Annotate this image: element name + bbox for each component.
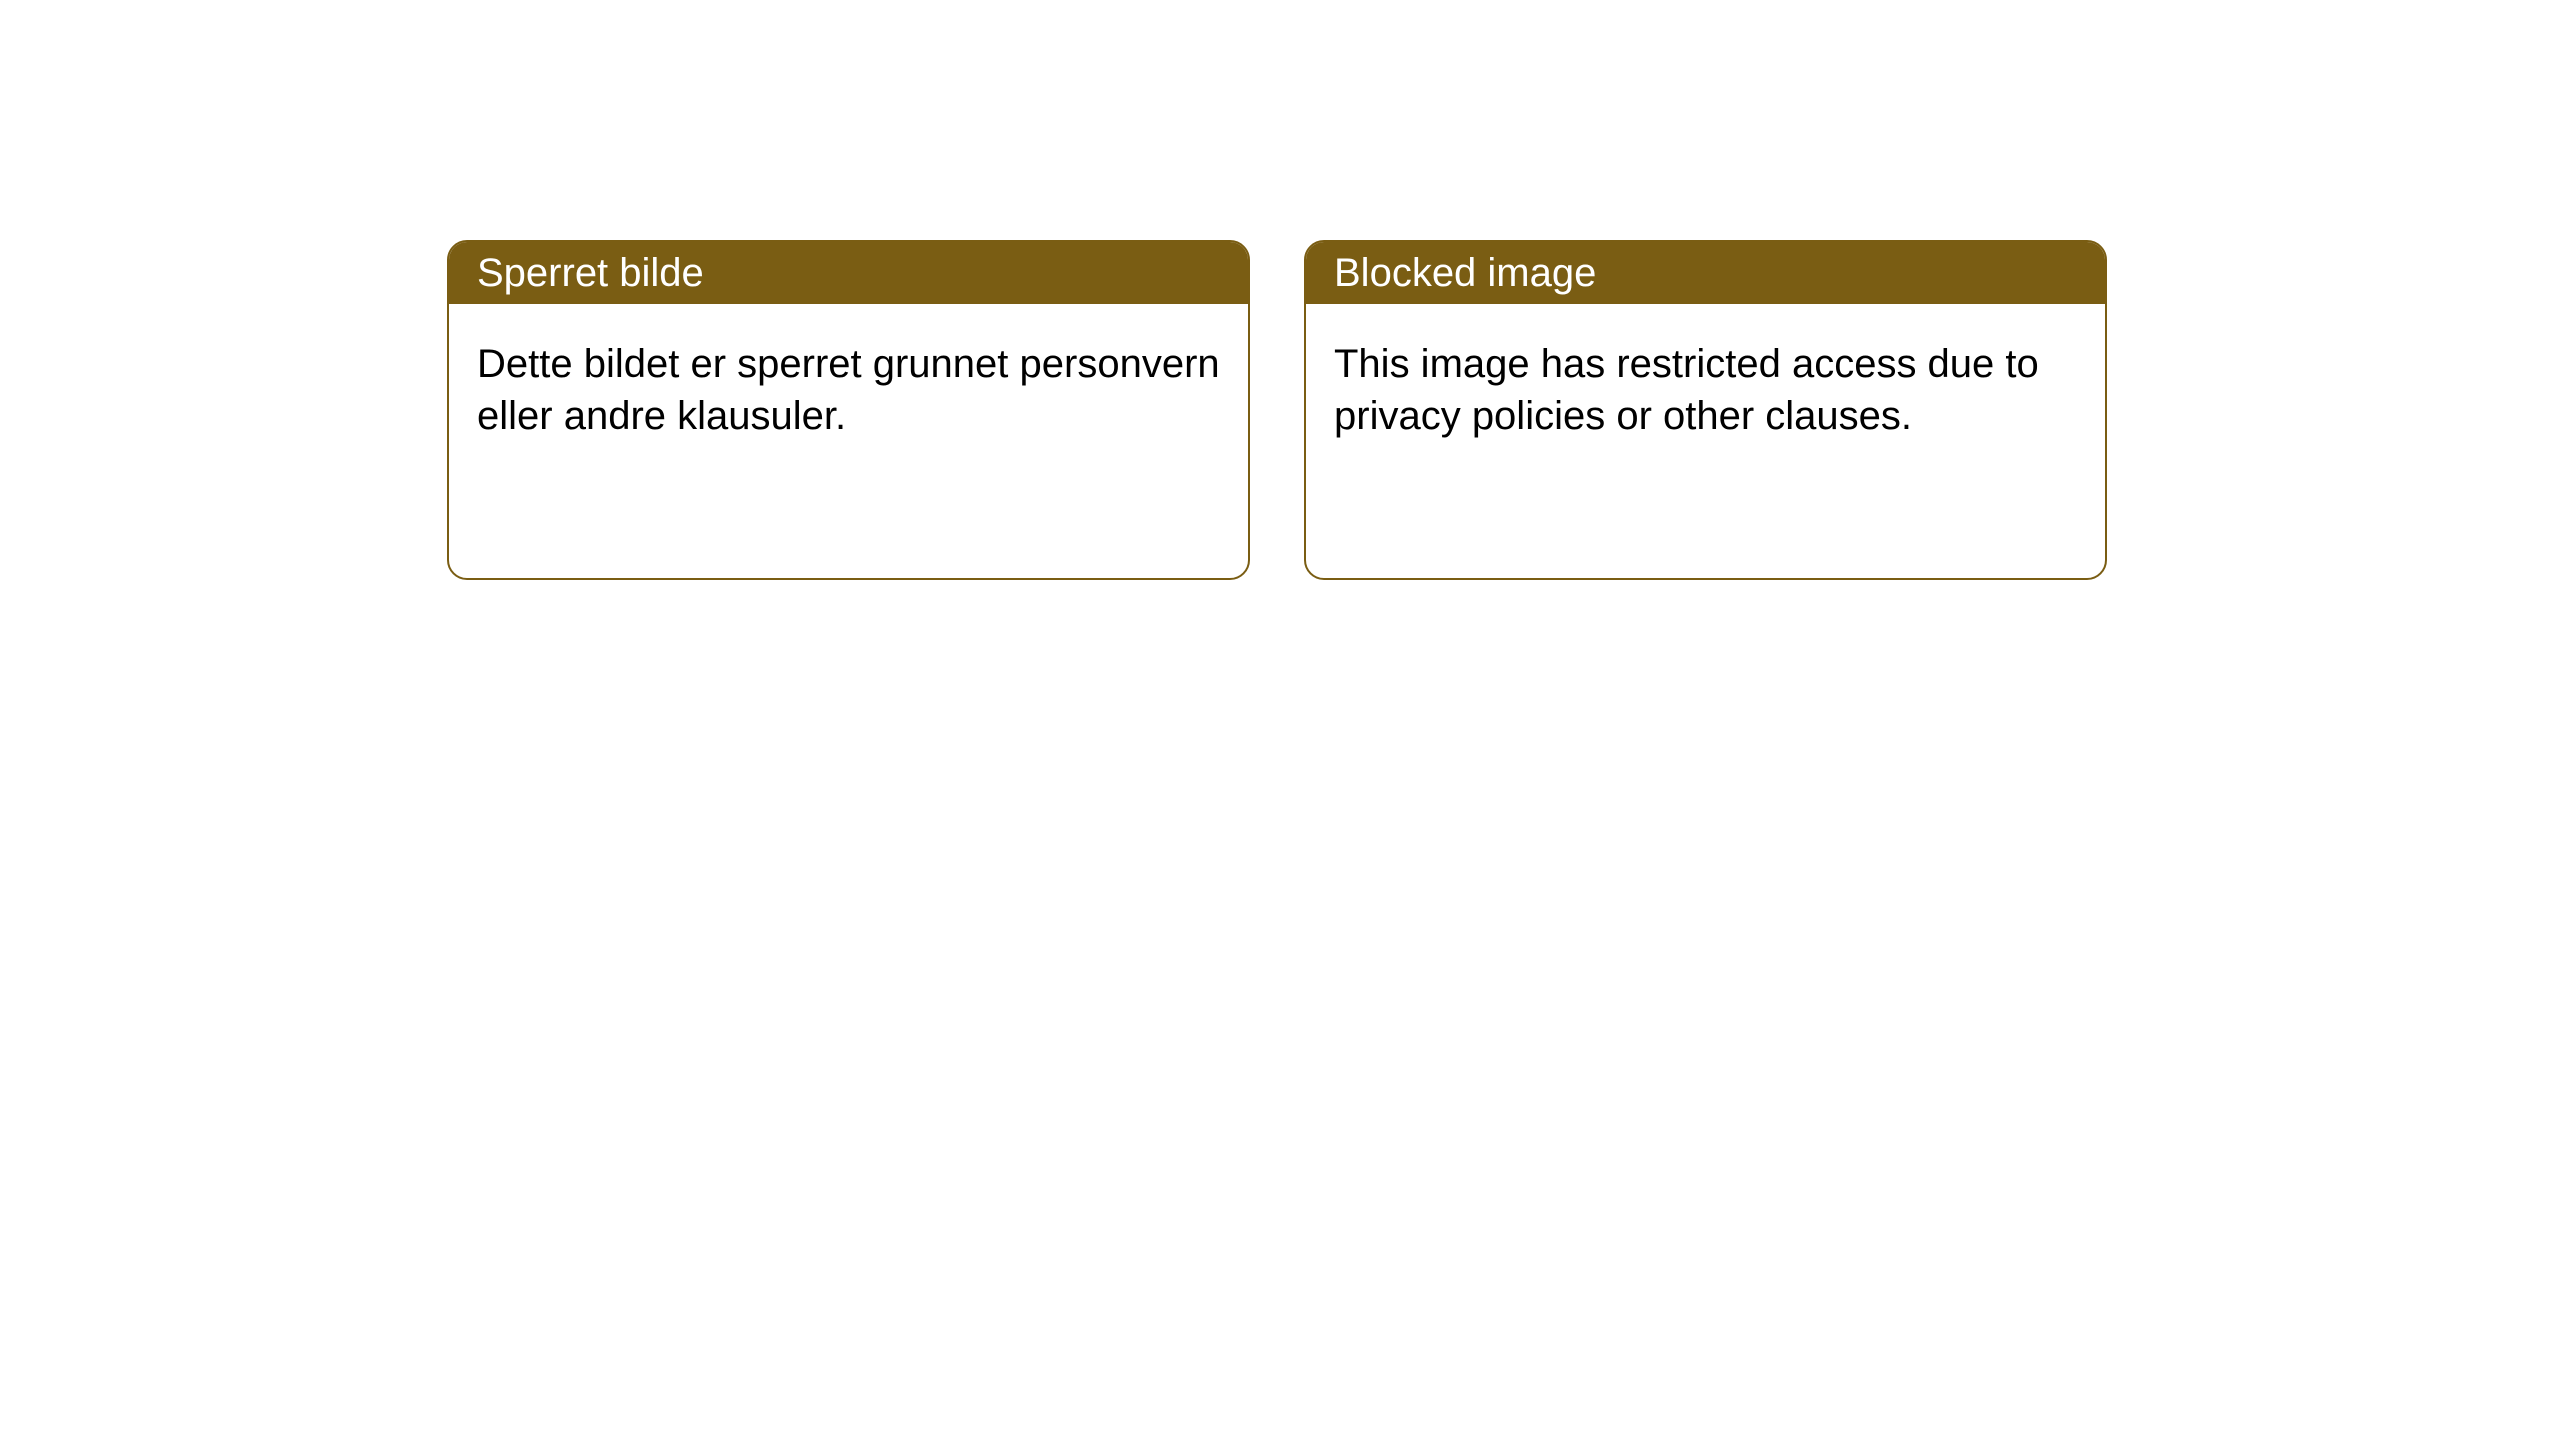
card-header-text: Sperret bilde: [477, 251, 704, 295]
blocked-image-card-en: Blocked image This image has restricted …: [1304, 240, 2107, 580]
card-body-text: This image has restricted access due to …: [1334, 342, 2039, 438]
card-header-en: Blocked image: [1306, 242, 2105, 304]
card-body-text: Dette bildet er sperret grunnet personve…: [477, 342, 1220, 438]
cards-container: Sperret bilde Dette bildet er sperret gr…: [0, 0, 2560, 580]
card-body-en: This image has restricted access due to …: [1306, 304, 2105, 476]
card-header-text: Blocked image: [1334, 251, 1596, 295]
blocked-image-card-no: Sperret bilde Dette bildet er sperret gr…: [447, 240, 1250, 580]
card-header-no: Sperret bilde: [449, 242, 1248, 304]
card-body-no: Dette bildet er sperret grunnet personve…: [449, 304, 1248, 476]
